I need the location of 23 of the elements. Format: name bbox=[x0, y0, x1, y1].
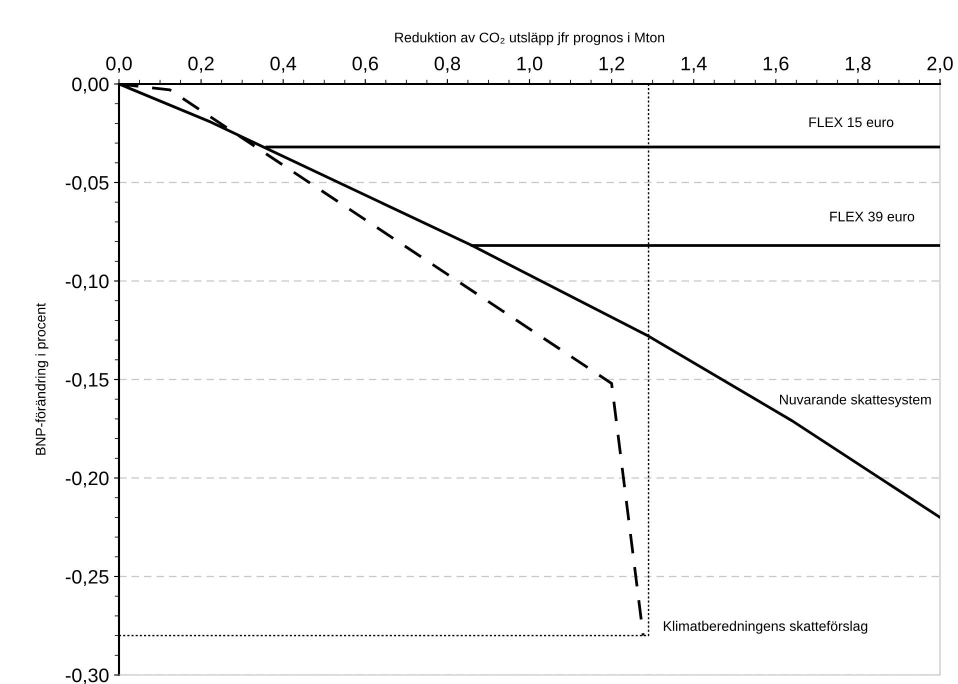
x-tick-label: 1,4 bbox=[682, 56, 707, 73]
x-tick-label: 1,8 bbox=[846, 56, 871, 73]
series-label: FLEX 15 euro bbox=[809, 117, 894, 128]
series-label: Nuvarande skattesystem bbox=[780, 394, 931, 408]
y-tick-label: -0,10 bbox=[66, 274, 109, 291]
x-axis-title: Reduktion av CO₂ utsläpp jfr prognos i Mton bbox=[395, 32, 664, 46]
y-tick-label: -0,05 bbox=[66, 176, 108, 192]
y-tick-label: -0,20 bbox=[66, 471, 109, 488]
x-tick-label: 1,6 bbox=[764, 56, 788, 73]
x-tick-label: 0,0 bbox=[106, 56, 132, 73]
x-tick-label: 0,8 bbox=[434, 56, 460, 73]
x-tick-label: 2,0 bbox=[927, 56, 953, 73]
y-tick-label: -0,15 bbox=[66, 372, 108, 390]
series-label: Klimatberedningens skatteförslag bbox=[664, 620, 868, 634]
y-tick-label: -0,25 bbox=[66, 570, 108, 586]
x-tick-label: 0,4 bbox=[270, 56, 296, 73]
series-label: FLEX 39 euro bbox=[830, 212, 914, 222]
x-tick-label: 0,2 bbox=[188, 56, 214, 73]
x-tick-label: 1,0 bbox=[517, 56, 542, 73]
x-tick-label: 1,2 bbox=[600, 56, 624, 73]
y-axis-title: BNP-förändring i procent bbox=[35, 303, 48, 455]
x-tick-label: 0,6 bbox=[352, 56, 378, 73]
y-tick-label: 0,00 bbox=[72, 77, 109, 94]
